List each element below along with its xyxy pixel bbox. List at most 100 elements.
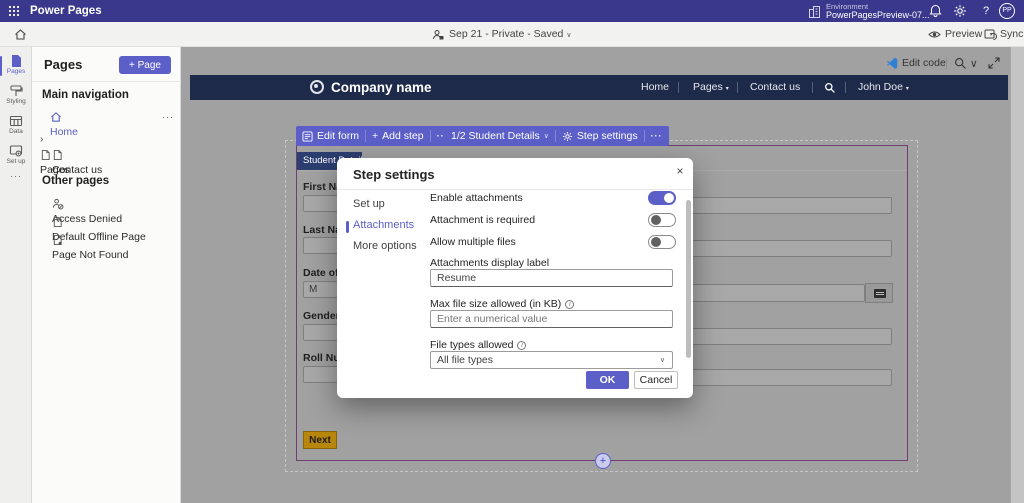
file-types-dropdown[interactable]: All file types ∨ (430, 351, 673, 369)
site-nav-user-menu[interactable]: John Doe ▾ (858, 81, 909, 93)
pages-panel: Pages + Page Main navigation Home ··· › … (32, 47, 181, 503)
step-settings-button[interactable]: Step settings (562, 130, 638, 142)
command-bar: Sep 21 - Private - Saved ∨ Preview Sync (0, 22, 1024, 47)
environment-name[interactable]: PowerPagesPreview-07... (826, 10, 930, 20)
expand-icon[interactable] (988, 57, 1000, 69)
divider (946, 57, 947, 69)
plus-icon: + (372, 130, 379, 142)
chevron-down-icon: ∨ (566, 32, 572, 39)
rail-more-button[interactable]: ··· (10, 171, 22, 181)
allow-multiple-files-toggle[interactable] (648, 235, 676, 249)
zoom-icon[interactable] (954, 57, 967, 70)
edit-form-button[interactable]: Edit form (302, 130, 359, 142)
item-more-button[interactable]: ··· (162, 112, 174, 122)
toolbar-more-button[interactable]: ··· (436, 131, 449, 141)
text-input[interactable] (660, 240, 892, 257)
dialog-nav-more-options[interactable]: More options (353, 240, 417, 252)
nav-item-page-not-found[interactable]: Page Not Found (52, 234, 128, 261)
set-up-icon (9, 145, 23, 157)
attachments-display-label-input[interactable] (430, 269, 673, 287)
page-icon (53, 149, 62, 161)
person-denied-icon (52, 198, 64, 210)
nav-item-contact-us[interactable]: Contact us (52, 149, 102, 176)
rail-item-data[interactable]: Data (0, 112, 32, 142)
save-status[interactable]: Sep 21 - Private - Saved ∨ (449, 28, 572, 40)
search-icon[interactable] (824, 82, 836, 94)
people-icon (433, 30, 444, 40)
toggle-knob (651, 215, 661, 225)
ok-button[interactable]: OK (586, 371, 629, 389)
sync-icon (984, 29, 997, 41)
attachment-required-toggle[interactable] (648, 213, 676, 227)
company-logo (310, 80, 324, 94)
other-pages-heading: Other pages (42, 175, 110, 187)
site-nav-contact-us[interactable]: Contact us (750, 81, 801, 93)
nav-item-home[interactable]: Home (50, 111, 78, 138)
page-icon (41, 149, 50, 161)
toolbar-more-button[interactable]: ··· (650, 131, 663, 141)
active-nav-indicator (346, 221, 349, 233)
page-icon (53, 216, 62, 228)
panel-title: Pages (44, 57, 83, 72)
add-section-button[interactable]: + (595, 453, 611, 469)
field-label: File types allowed i (430, 339, 527, 351)
nav-item-access-denied[interactable]: Access Denied (52, 198, 122, 225)
cancel-button[interactable]: Cancel (634, 371, 678, 389)
dialog-title: Step settings (353, 167, 435, 182)
zoom-chevron-icon[interactable]: ∨ (970, 58, 978, 70)
edit-code-button[interactable]: Edit code (902, 57, 946, 69)
next-button[interactable]: Next (303, 431, 337, 449)
info-icon[interactable]: i (517, 341, 527, 350)
rail-item-pages[interactable]: Pages (0, 52, 32, 82)
divider (678, 82, 679, 93)
vscode-icon (886, 57, 898, 69)
settings-gear-icon[interactable] (953, 4, 967, 18)
site-nav-pages[interactable]: Pages ▾ (693, 81, 729, 93)
divider (737, 82, 738, 93)
field-label: Gender (303, 310, 340, 322)
divider (365, 130, 367, 142)
nav-item-default-offline-page[interactable]: Default Offline Page (52, 216, 146, 243)
chevron-right-icon[interactable]: › (40, 134, 44, 145)
close-icon[interactable]: × (676, 164, 684, 178)
dialog-scrollbar-thumb[interactable] (686, 200, 691, 358)
date-picker-button[interactable] (865, 283, 893, 303)
form-toolbar: Edit form + Add step ··· (296, 126, 455, 146)
calendar-icon (874, 289, 886, 298)
text-input[interactable] (660, 328, 892, 345)
toggle-knob (664, 193, 674, 203)
notifications-icon[interactable] (929, 4, 942, 18)
environment-icon (809, 6, 820, 18)
sync-button[interactable]: Sync (1000, 28, 1024, 40)
add-step-button[interactable]: + Add step (372, 130, 424, 142)
preview-eye-icon (928, 31, 941, 38)
site-nav-home[interactable]: Home (641, 81, 670, 93)
text-input[interactable] (660, 369, 892, 386)
dialog-nav-set-up[interactable]: Set up (353, 198, 385, 210)
dialog-nav-attachments[interactable]: Attachments (353, 219, 415, 231)
toggle-label: Enable attachments (430, 192, 523, 204)
help-icon[interactable]: ? (982, 5, 990, 17)
preview-button[interactable]: Preview (945, 28, 983, 40)
caret-down-icon: ▾ (725, 86, 729, 92)
divider (337, 189, 693, 190)
field-label: Attachments display label (430, 257, 550, 269)
canvas-scrollbar[interactable] (1010, 47, 1024, 503)
home-icon (51, 112, 61, 122)
home-icon[interactable] (14, 28, 27, 41)
max-file-size-input[interactable] (430, 310, 673, 328)
enable-attachments-toggle[interactable] (648, 191, 676, 205)
waffle-icon[interactable] (8, 5, 20, 17)
divider (845, 82, 846, 93)
step-selector-dropdown[interactable]: 1/2 Student Details ∨ (451, 130, 549, 142)
rail-item-styling[interactable]: Styling (0, 82, 32, 112)
text-input[interactable] (660, 197, 892, 214)
field-label: Max file size allowed (in KB) i (430, 298, 575, 310)
add-page-button[interactable]: + Page (119, 56, 171, 74)
rail-item-set-up[interactable]: Set up (0, 142, 32, 172)
nav-item-pages[interactable]: › Pages (40, 134, 70, 176)
info-icon[interactable]: i (565, 300, 575, 309)
avatar[interactable]: PP (999, 3, 1015, 19)
data-table-icon (9, 115, 23, 127)
